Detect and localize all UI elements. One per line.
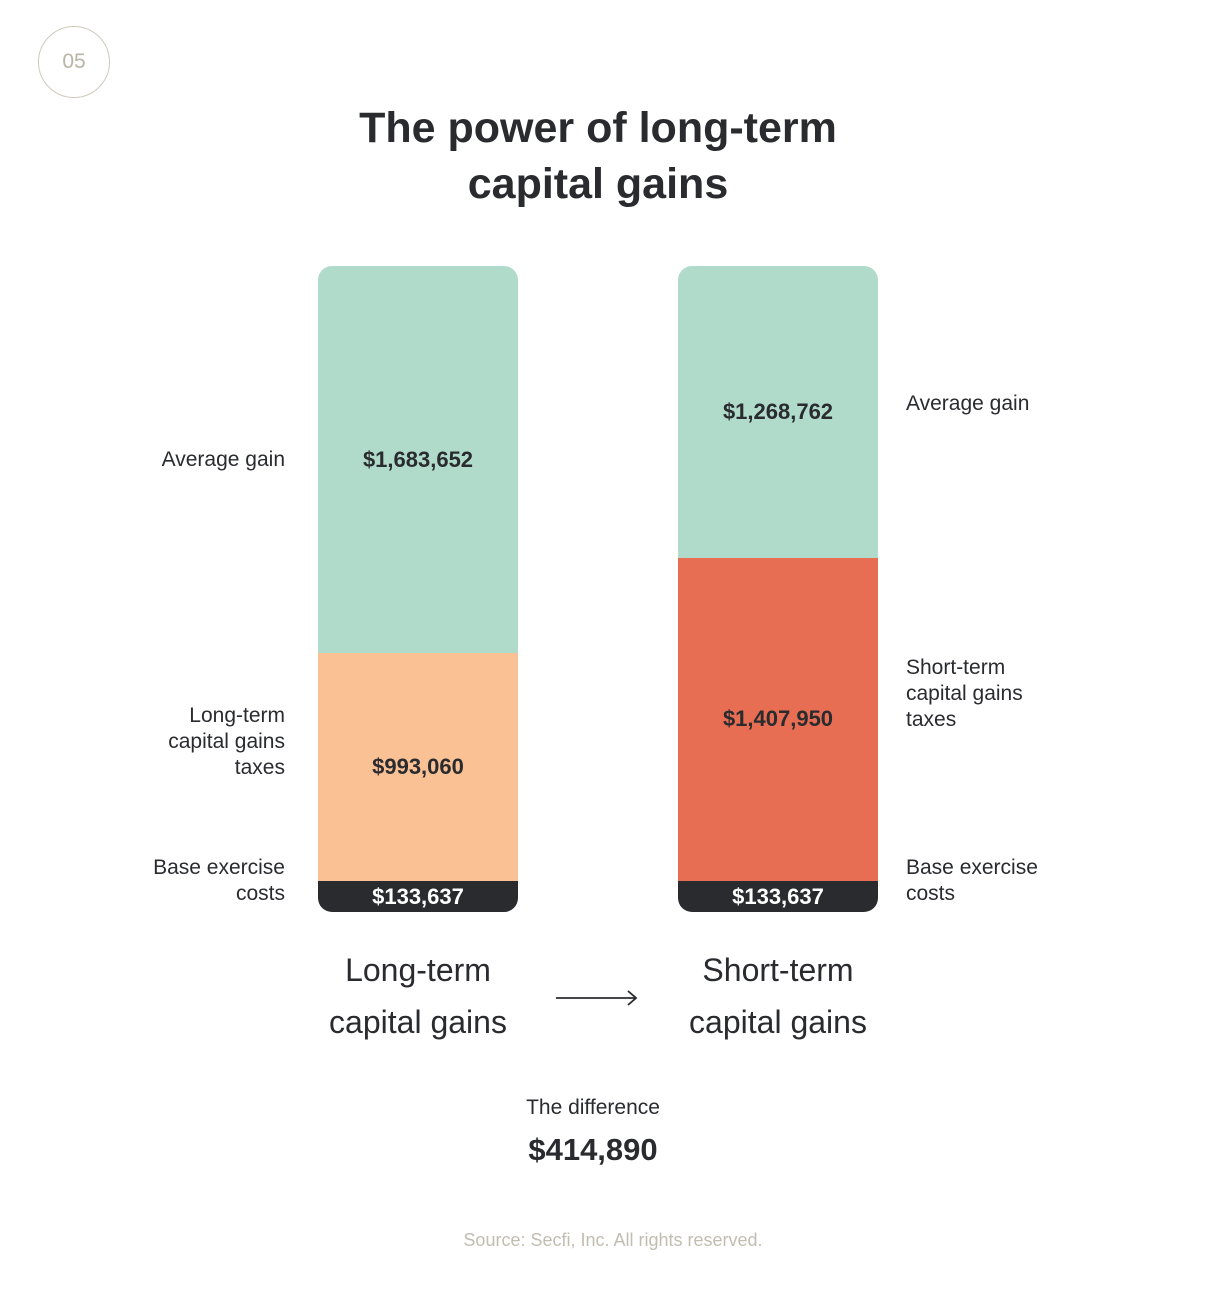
difference-value: $414,890 — [528, 1132, 658, 1167]
short-term-bar: $133,637 $1,407,950 $1,268,762 — [678, 266, 878, 912]
long-term-base-segment: $133,637 — [318, 881, 518, 912]
category-label-short-term: Short-term capital gains — [689, 952, 867, 1040]
left-label-base-costs: Base exercise costs — [153, 856, 285, 905]
long-term-taxes-segment: $993,060 — [318, 653, 518, 882]
long-term-average-gain-segment: $1,683,652 — [318, 266, 518, 654]
bar-value-label: $1,407,950 — [722, 706, 834, 732]
left-label-average-gain: Average gain — [161, 448, 285, 471]
right-label-average-gain: Average gain — [906, 392, 1030, 415]
bar-value-label: $1,268,762 — [722, 398, 834, 424]
difference-label: The difference — [526, 1096, 660, 1119]
bar-value-label: $993,060 — [372, 754, 464, 780]
chart-title-line-1: The power of long-term — [359, 104, 837, 152]
right-label-base-costs: Base exercise costs — [906, 856, 1038, 905]
source-note: Source: Secfi, Inc. All rights reserved. — [463, 1230, 763, 1250]
category-label-long-term: Long-term capital gains — [329, 952, 507, 1040]
page-number-badge: 05 — [38, 26, 110, 98]
bar-value-label: $133,637 — [732, 883, 824, 909]
long-term-bar: $133,637 $993,060 $1,683,652 — [318, 266, 518, 912]
arrow-right-icon — [556, 990, 638, 1006]
short-term-average-gain-segment: $1,268,762 — [678, 266, 878, 558]
short-term-taxes-segment: $1,407,950 — [678, 557, 878, 882]
bar-value-label: $133,637 — [372, 883, 464, 909]
right-label-taxes: Short-term capital gains taxes — [906, 656, 1023, 731]
bar-value-label: $1,683,652 — [362, 446, 474, 472]
chart-title-line-2: capital gains — [467, 160, 729, 208]
short-term-base-segment: $133,637 — [678, 881, 878, 912]
left-label-taxes: Long-term capital gains taxes — [168, 704, 285, 779]
